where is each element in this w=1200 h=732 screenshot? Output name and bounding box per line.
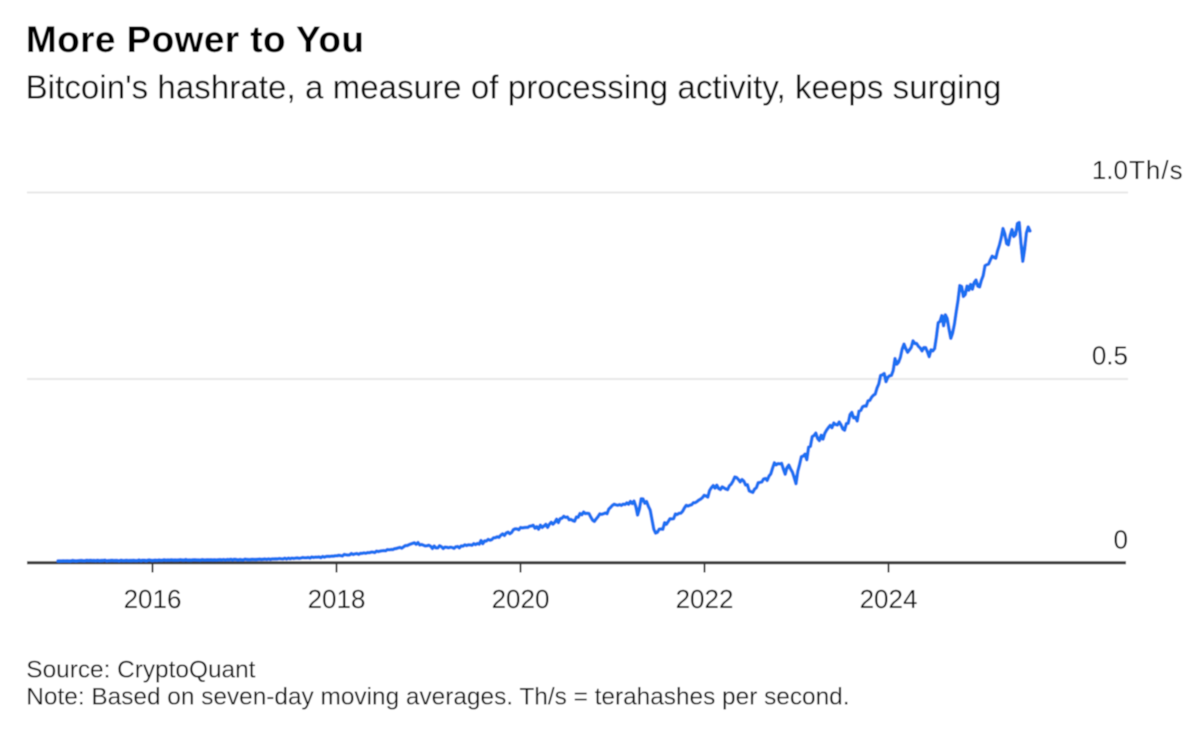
svg-text:1.0: 1.0 (1092, 155, 1128, 185)
svg-text:2018: 2018 (308, 584, 366, 614)
svg-text:Th/s: Th/s (1129, 155, 1184, 185)
svg-text:Note: Based on seven-day movin: Note: Based on seven-day moving averages… (26, 684, 849, 711)
svg-text:2020: 2020 (492, 584, 550, 614)
svg-text:Source: CryptoQuant: Source: CryptoQuant (26, 657, 255, 684)
svg-text:0.5: 0.5 (1092, 341, 1128, 371)
svg-text:2024: 2024 (860, 584, 918, 614)
svg-text:2016: 2016 (124, 584, 182, 614)
svg-text:0: 0 (1114, 525, 1128, 555)
svg-text:Bitcoin's hashrate, a measure: Bitcoin's hashrate, a measure of process… (26, 68, 1002, 105)
svg-text:2022: 2022 (676, 584, 734, 614)
svg-text:More Power to You: More Power to You (26, 19, 364, 60)
